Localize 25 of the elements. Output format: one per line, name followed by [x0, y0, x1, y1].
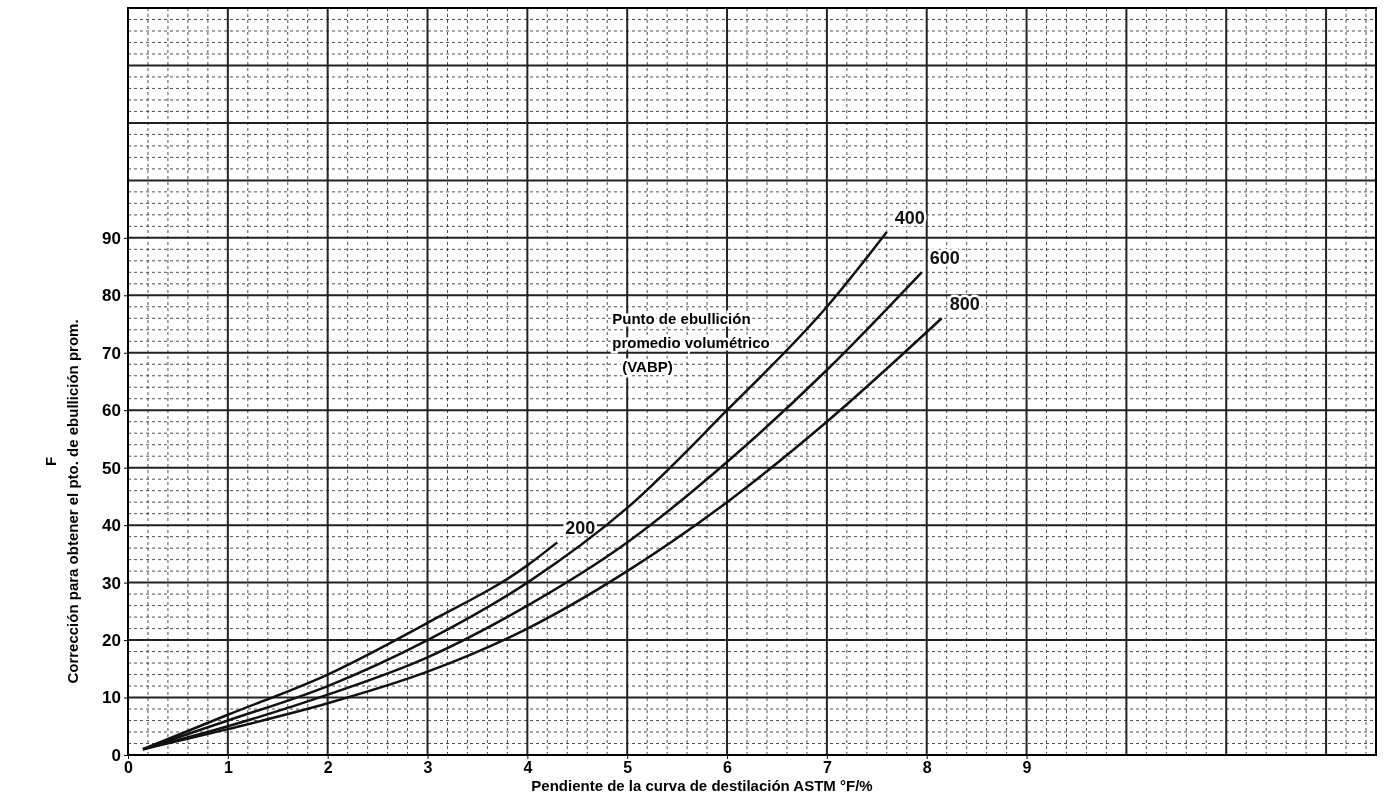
series-label: 600: [929, 248, 960, 269]
x-tick-label: 2: [323, 759, 333, 777]
x-tick-label: 7: [822, 759, 832, 777]
y-tick-label: 10: [102, 688, 121, 708]
y-tick-label: 60: [102, 401, 121, 421]
y-axis-title: Corrección para obtener el pto. de ebullición prom.: [64, 319, 81, 684]
x-tick-label: 0: [124, 759, 134, 777]
x-tick-label: 5: [623, 759, 633, 777]
series-label: 400: [894, 208, 925, 229]
y-tick-label: 70: [102, 343, 121, 363]
x-tick-label: 1: [223, 759, 233, 777]
x-tick-label: 8: [922, 759, 932, 777]
x-tick-label: 3: [423, 759, 433, 777]
x-tick-label: 6: [723, 759, 733, 777]
x-tick-label: 9: [1022, 759, 1032, 777]
y-tick-label: 80: [102, 286, 121, 306]
x-axis-title: Pendiente de la curva de destilación ASTM °F/%: [531, 777, 873, 794]
x-tick-label: 4: [523, 759, 533, 777]
series-label: 800: [949, 294, 980, 315]
y-tick-label: 30: [102, 573, 121, 593]
y-tick-label: 90: [102, 228, 121, 248]
y-tick-label: 40: [102, 516, 121, 536]
text: F: [42, 456, 59, 467]
y-tick-label: 20: [102, 631, 121, 651]
y-tick-label: 50: [102, 458, 121, 478]
